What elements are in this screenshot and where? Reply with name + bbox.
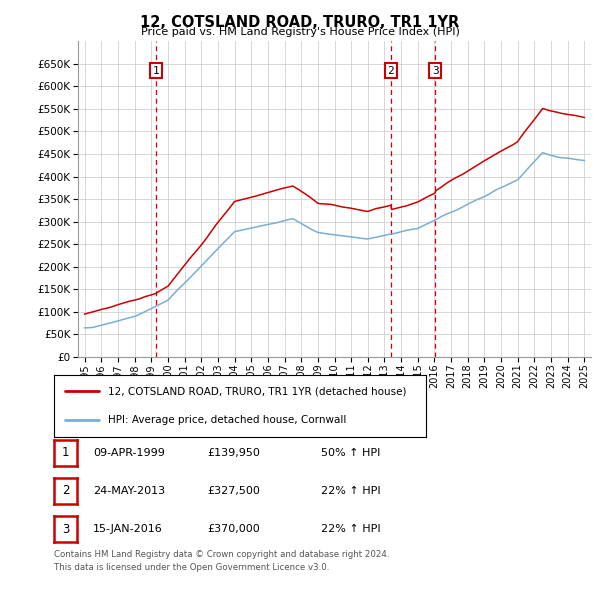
Text: 1: 1 — [152, 65, 159, 76]
Text: Price paid vs. HM Land Registry's House Price Index (HPI): Price paid vs. HM Land Registry's House … — [140, 27, 460, 37]
Text: £139,950: £139,950 — [207, 448, 260, 457]
Text: 3: 3 — [62, 523, 69, 536]
Text: 12, COTSLAND ROAD, TRURO, TR1 1YR: 12, COTSLAND ROAD, TRURO, TR1 1YR — [140, 15, 460, 30]
Text: 3: 3 — [432, 65, 439, 76]
Text: 15-JAN-2016: 15-JAN-2016 — [93, 525, 163, 534]
Text: Contains HM Land Registry data © Crown copyright and database right 2024.: Contains HM Land Registry data © Crown c… — [54, 550, 389, 559]
Text: £370,000: £370,000 — [207, 525, 260, 534]
Text: 1: 1 — [62, 446, 69, 459]
Text: This data is licensed under the Open Government Licence v3.0.: This data is licensed under the Open Gov… — [54, 563, 329, 572]
Text: 50% ↑ HPI: 50% ↑ HPI — [321, 448, 380, 457]
Text: HPI: Average price, detached house, Cornwall: HPI: Average price, detached house, Corn… — [108, 415, 346, 425]
Text: 2: 2 — [388, 65, 394, 76]
Text: 22% ↑ HPI: 22% ↑ HPI — [321, 486, 380, 496]
Text: 24-MAY-2013: 24-MAY-2013 — [93, 486, 165, 496]
Text: £327,500: £327,500 — [207, 486, 260, 496]
Text: 12, COTSLAND ROAD, TRURO, TR1 1YR (detached house): 12, COTSLAND ROAD, TRURO, TR1 1YR (detac… — [108, 386, 406, 396]
Text: 22% ↑ HPI: 22% ↑ HPI — [321, 525, 380, 534]
Text: 09-APR-1999: 09-APR-1999 — [93, 448, 165, 457]
Text: 2: 2 — [62, 484, 69, 497]
